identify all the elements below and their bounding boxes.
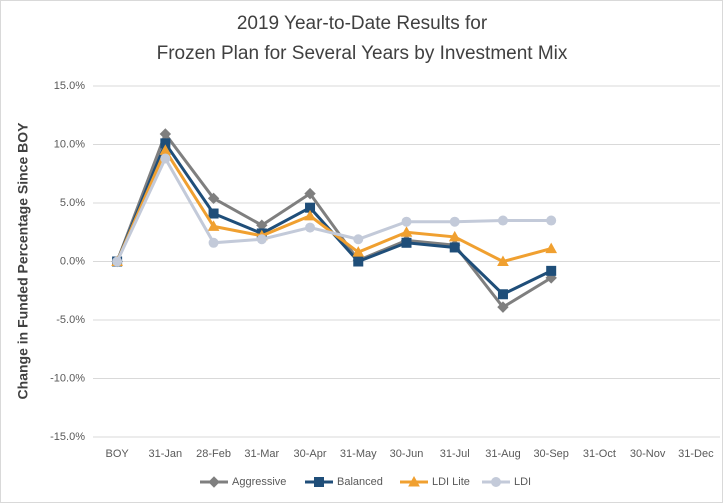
data-point (400, 226, 413, 237)
x-tick-label: 28-Feb (196, 448, 231, 460)
chart-title: 2019 Year-to-Date Results for (237, 13, 488, 34)
legend-label: LDI Lite (432, 476, 470, 488)
data-point (449, 216, 460, 227)
data-point (401, 216, 412, 227)
chart-title: Frozen Plan for Several Years by Investm… (157, 43, 568, 64)
legend-marker (491, 477, 501, 487)
data-point (497, 255, 509, 266)
x-tick-label: 30-Sep (533, 448, 568, 460)
y-tick-label: 10.0% (54, 138, 85, 150)
x-tick-label: 31-Aug (485, 448, 520, 460)
legend-label: Balanced (337, 476, 383, 488)
y-axis-label: Change in Funded Percentage Since BOY (15, 122, 31, 400)
data-point (304, 209, 316, 221)
data-point (207, 192, 220, 205)
data-point (208, 208, 219, 219)
legend-marker (408, 475, 420, 487)
data-point (207, 220, 220, 231)
legend-label: Aggressive (232, 476, 286, 488)
legend-marker (208, 476, 220, 488)
data-point (208, 237, 219, 248)
x-tick-label: 31-Oct (583, 448, 616, 460)
data-point (305, 222, 316, 233)
x-tick-label: 31-Mar (244, 448, 279, 460)
data-point (497, 215, 508, 226)
data-point (546, 265, 557, 276)
data-point (545, 242, 558, 254)
x-tick-label: BOY (105, 448, 129, 460)
data-point (160, 153, 171, 164)
legend-label: LDI (514, 476, 531, 488)
x-tick-label: 30-Jun (390, 448, 424, 460)
data-point (497, 289, 508, 300)
data-point (546, 215, 557, 226)
data-point (353, 234, 364, 245)
x-tick-label: 31-Jul (440, 448, 470, 460)
x-tick-label: 31-Dec (678, 448, 714, 460)
data-point (401, 237, 412, 248)
x-tick-label: 30-Apr (294, 448, 327, 460)
y-tick-label: 0.0% (60, 255, 85, 267)
x-tick-label: 31-Jan (149, 448, 183, 460)
y-tick-label: -10.0% (50, 372, 85, 384)
y-tick-label: 5.0% (60, 197, 85, 209)
data-point (112, 256, 123, 267)
y-tick-label: -15.0% (50, 431, 85, 443)
data-point (449, 242, 460, 253)
x-tick-label: 30-Nov (630, 448, 666, 460)
x-tick-label: 31-May (340, 448, 377, 460)
y-tick-label: 15.0% (54, 80, 85, 92)
data-point (304, 187, 316, 200)
series-line (115, 130, 552, 310)
series-line (115, 155, 552, 263)
y-tick-label: -5.0% (56, 314, 85, 326)
data-point (352, 246, 365, 257)
data-point (497, 301, 509, 313)
legend-marker (314, 477, 324, 487)
data-point (448, 230, 461, 242)
data-point (353, 256, 364, 267)
data-point (256, 234, 267, 245)
